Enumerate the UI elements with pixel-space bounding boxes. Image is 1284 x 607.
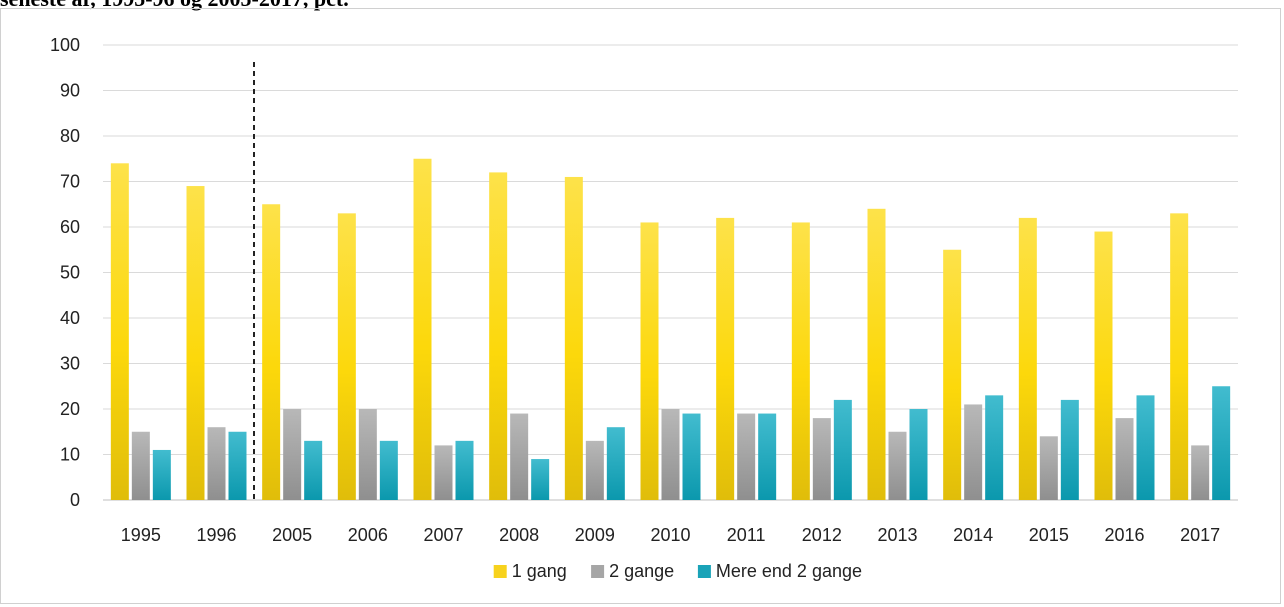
y-tick-label: 10 — [60, 445, 80, 465]
bar-2-gange-2012 — [812, 418, 831, 500]
y-tick-label: 20 — [60, 399, 80, 419]
bar-2-gange-2014 — [964, 404, 983, 500]
legend-swatch — [591, 565, 605, 578]
bar-2-gange-2006 — [358, 409, 377, 500]
x-tick-label: 2006 — [348, 525, 388, 545]
legend-swatch — [493, 565, 507, 578]
bar-mere-end-2-gange-1996 — [228, 431, 247, 500]
bar-2-gange-2009 — [585, 440, 604, 500]
x-tick-label: 2011 — [727, 525, 766, 545]
x-tick-label: 2010 — [650, 525, 690, 545]
bar-mere-end-2-gange-2010 — [682, 413, 701, 500]
bar-mere-end-2-gange-2011 — [758, 413, 777, 500]
bar-mere-end-2-gange-2006 — [379, 440, 398, 500]
bar-mere-end-2-gange-2013 — [909, 409, 928, 500]
bar-mere-end-2-gange-2008 — [531, 459, 550, 500]
bar-1-gang-2009 — [564, 176, 583, 500]
y-axis: 0 10 20 30 40 50 60 70 80 90 100 — [50, 35, 80, 510]
y-tick-label: 40 — [60, 308, 80, 328]
x-tick-label: 2017 — [1180, 525, 1220, 545]
x-tick-label: 2008 — [499, 525, 539, 545]
bar-2-gange-2010 — [661, 409, 680, 500]
x-tick-label: 2013 — [877, 525, 917, 545]
x-tick-label: 2015 — [1029, 525, 1069, 545]
legend: 1 gang 2 gange Mere end 2 gange — [493, 561, 862, 581]
bar-1-gang-2007 — [413, 158, 432, 500]
bar-mere-end-2-gange-2017 — [1212, 386, 1231, 500]
y-tick-label: 0 — [70, 490, 80, 510]
bar-1-gang-1996 — [186, 186, 205, 501]
y-tick-label: 100 — [50, 35, 80, 55]
bars — [110, 158, 1231, 501]
x-tick-label: 2009 — [575, 525, 615, 545]
y-tick-label: 80 — [60, 126, 80, 146]
bar-1-gang-2016 — [1094, 231, 1113, 501]
bar-1-gang-2006 — [337, 213, 356, 500]
x-tick-label: 1996 — [196, 525, 236, 545]
x-tick-label: 2007 — [423, 525, 463, 545]
y-tick-label: 90 — [60, 81, 80, 101]
bar-1-gang-2010 — [640, 222, 659, 500]
bar-1-gang-2005 — [262, 204, 281, 500]
bar-mere-end-2-gange-2005 — [304, 440, 323, 500]
bar-2-gange-2015 — [1039, 436, 1058, 500]
bar-mere-end-2-gange-2015 — [1060, 399, 1079, 500]
legend-label: 2 gange — [609, 561, 674, 581]
bar-2-gange-2017 — [1191, 445, 1210, 500]
bar-1-gang-2014 — [943, 249, 962, 500]
chart-title: seneste år, 1995-96 og 2005-2017, pct. — [0, 0, 1284, 12]
bar-2-gange-2013 — [888, 431, 907, 500]
legend-label: Mere end 2 gange — [716, 561, 862, 581]
x-tick-label: 2012 — [802, 525, 842, 545]
bar-1-gang-2011 — [716, 217, 735, 500]
bar-mere-end-2-gange-1995 — [152, 449, 171, 500]
bar-mere-end-2-gange-2012 — [833, 399, 852, 500]
y-tick-label: 50 — [60, 263, 80, 283]
bar-mere-end-2-gange-2014 — [985, 395, 1004, 500]
bar-2-gange-2005 — [283, 409, 302, 500]
y-tick-label: 60 — [60, 217, 80, 237]
bar-1-gang-2008 — [489, 172, 508, 500]
bar-1-gang-1995 — [110, 163, 129, 501]
x-tick-label: 2014 — [953, 525, 993, 545]
bar-1-gang-2017 — [1170, 213, 1189, 500]
bar-1-gang-2013 — [867, 208, 886, 501]
bar-2-gange-2007 — [434, 445, 453, 500]
chart-frame — [0, 8, 1281, 604]
bar-2-gange-2011 — [737, 413, 756, 500]
legend-label: 1 gang — [512, 561, 567, 581]
bar-2-gange-1996 — [207, 427, 226, 500]
bar-mere-end-2-gange-2009 — [606, 427, 625, 500]
x-tick-label: 2005 — [272, 525, 312, 545]
bar-mere-end-2-gange-2007 — [455, 440, 474, 500]
bar-2-gange-2016 — [1115, 418, 1134, 500]
bar-mere-end-2-gange-2016 — [1136, 395, 1155, 500]
x-tick-label: 2016 — [1104, 525, 1144, 545]
bar-1-gang-2012 — [791, 222, 810, 500]
bar-2-gange-1995 — [131, 431, 150, 500]
bar-2-gange-2008 — [510, 413, 529, 500]
y-tick-label: 70 — [60, 172, 80, 192]
x-tick-label: 1995 — [121, 525, 161, 545]
x-axis: 1995 1996 2005 2006 2007 2008 2009 2010 2011 2012… — [121, 525, 1220, 545]
bar-1-gang-2015 — [1018, 217, 1037, 500]
legend-swatch — [697, 565, 711, 578]
y-tick-label: 30 — [60, 354, 80, 374]
